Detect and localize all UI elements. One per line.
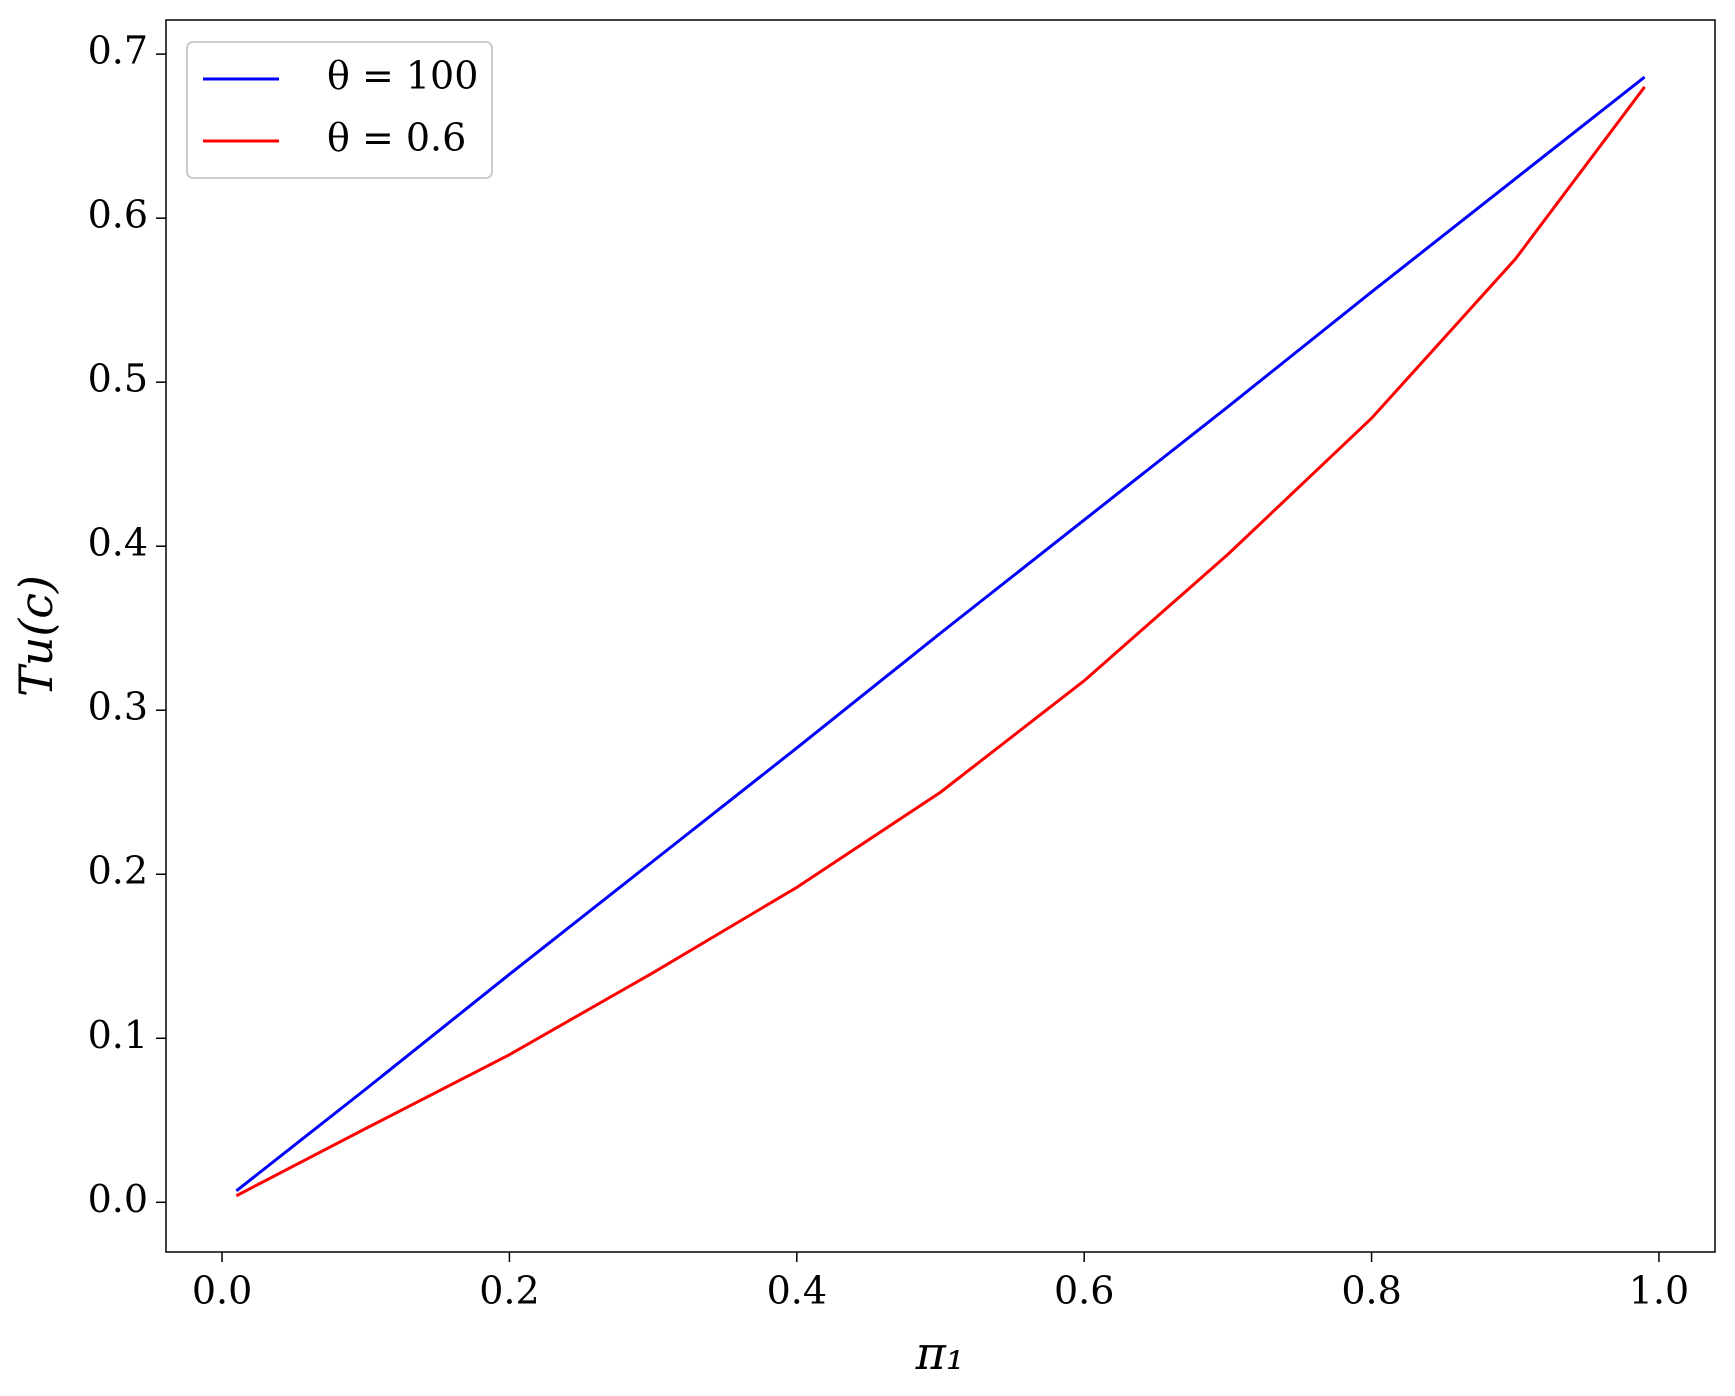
x-tick-label: 1.0	[1629, 1269, 1689, 1313]
x-tick-label: 0.8	[1341, 1269, 1401, 1313]
plot-frame	[165, 19, 1716, 1253]
y-tick-label: 0.4	[88, 521, 148, 565]
y-tick-label: 0.2	[88, 849, 148, 893]
legend-box	[186, 41, 493, 179]
line	[235, 75, 1646, 1192]
y-axis-label: Tu(c)	[9, 575, 63, 697]
x-tick-label: 0.2	[479, 1269, 539, 1313]
x-tick-label: 0.6	[1054, 1269, 1114, 1313]
line	[235, 86, 1646, 1198]
x-tick-label: 0.0	[192, 1269, 252, 1313]
y-tick-label: 0.3	[88, 685, 148, 729]
y-tick-label: 0.5	[88, 357, 148, 401]
x-axis-label: π₁	[915, 1326, 965, 1380]
y-tick-label: 0.1	[88, 1013, 148, 1057]
legend-label: θ = 100	[327, 54, 478, 98]
x-tick-label: 0.4	[767, 1269, 827, 1313]
legend-label: θ = 0.6	[327, 116, 466, 160]
y-tick-label: 0.0	[88, 1177, 148, 1221]
y-tick-label: 0.7	[88, 29, 148, 73]
y-tick-label: 0.6	[88, 193, 148, 237]
